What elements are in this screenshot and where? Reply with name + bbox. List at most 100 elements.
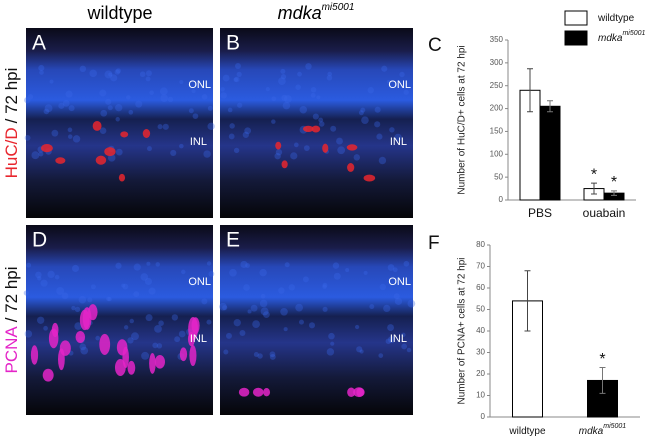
column-header-text: wildtype	[86, 3, 152, 23]
nucleus	[74, 306, 81, 313]
x-tick-text: wildtype	[508, 426, 546, 437]
nucleus	[236, 71, 242, 77]
nucleus	[220, 87, 225, 92]
nucleus	[290, 152, 298, 160]
error-bar	[527, 68, 533, 113]
labeled-cell	[59, 340, 71, 356]
nucleus	[386, 79, 391, 84]
micrograph	[220, 225, 413, 415]
labeled-cell	[353, 387, 365, 398]
nucleus	[207, 105, 213, 111]
nucleus	[358, 110, 364, 116]
nucleus	[269, 353, 276, 360]
nucleus	[278, 77, 286, 85]
y-tick-label: 50	[476, 305, 485, 314]
nucleus	[333, 272, 341, 280]
nucleus	[56, 286, 65, 295]
nucleus	[206, 319, 212, 325]
nucleus	[280, 74, 287, 80]
nucleus	[174, 336, 181, 343]
legend-text: mdka	[598, 33, 623, 44]
nucleus	[322, 284, 327, 290]
nucleus	[145, 314, 153, 322]
labeled-cell	[79, 309, 90, 331]
nucleus	[245, 263, 250, 268]
nucleus	[206, 261, 212, 266]
nucleus	[122, 283, 129, 290]
nucleus	[24, 97, 31, 104]
row-time: / 72 hpi	[2, 267, 21, 323]
nucleus	[399, 71, 405, 78]
significance-mark: *	[611, 174, 617, 191]
nucleus	[78, 295, 87, 304]
nucleus	[114, 69, 121, 75]
nucleus	[310, 92, 316, 98]
nucleus	[26, 262, 32, 268]
nucleus	[36, 316, 45, 324]
nucleus	[229, 268, 237, 277]
nucleus	[68, 105, 75, 112]
nucleus	[99, 127, 107, 134]
nucleus	[167, 96, 174, 103]
nucleus	[228, 133, 235, 140]
nucleus	[259, 268, 267, 277]
legend-sup: mi5001	[622, 30, 645, 37]
error-bar	[547, 100, 553, 113]
labeled-cell	[238, 387, 250, 397]
nucleus	[389, 127, 395, 133]
labeled-cell	[275, 141, 282, 150]
nucleus	[192, 113, 199, 120]
layer-label: INL	[390, 333, 407, 345]
panel-letter: E	[226, 229, 240, 252]
labeled-cell	[363, 174, 376, 182]
panel-letter: C	[428, 35, 442, 56]
nucleus	[265, 87, 270, 92]
nucleus	[401, 332, 406, 338]
legend-label: wildtype	[597, 13, 635, 24]
nucleus	[100, 109, 108, 117]
nucleus	[387, 264, 395, 271]
nucleus	[303, 145, 310, 151]
labeled-cell	[281, 160, 288, 169]
labeled-cell	[95, 155, 107, 165]
nucleus	[43, 325, 48, 331]
nucleus	[87, 297, 93, 303]
nucleus	[104, 70, 113, 79]
row-label: HuC/D / 72 hpi	[2, 68, 21, 179]
nucleus	[79, 65, 87, 73]
micrographs: wildtype mdkami5001 HuC/D / 72 hpi PCNA / 72 …	[2, 2, 416, 415]
nucleus	[383, 304, 391, 313]
nucleus	[191, 89, 196, 94]
nucleus	[328, 332, 335, 340]
labeled-cell	[92, 120, 102, 131]
significance-mark: *	[599, 351, 605, 368]
nucleus	[316, 95, 321, 100]
nucleus	[49, 79, 54, 84]
nucleus	[305, 63, 312, 70]
nucleus	[139, 71, 146, 78]
row-label: PCNA / 72 hpi	[2, 267, 21, 374]
nucleus	[376, 133, 383, 140]
nucleus	[89, 69, 97, 78]
x-tick-text: ouabain	[583, 206, 626, 220]
nucleus	[67, 134, 73, 139]
labeled-cell	[118, 173, 126, 182]
nucleus	[44, 104, 53, 113]
y-tick-label: 0	[481, 412, 486, 421]
legend-label: mdkami5001	[598, 30, 646, 44]
error-bar	[611, 190, 617, 196]
nucleus	[155, 262, 161, 267]
nucleus	[141, 351, 150, 360]
nucleus	[38, 64, 45, 72]
nucleus	[283, 94, 292, 103]
nucleus	[322, 306, 328, 312]
nucleus	[369, 304, 375, 310]
nucleus	[24, 330, 33, 338]
layer-label: ONL	[188, 79, 211, 91]
nucleus	[188, 108, 194, 114]
nucleus	[61, 292, 69, 300]
nucleus	[263, 311, 270, 318]
nucleus	[65, 90, 73, 98]
y-tick-label: 40	[476, 326, 485, 335]
nucleus	[107, 296, 112, 302]
